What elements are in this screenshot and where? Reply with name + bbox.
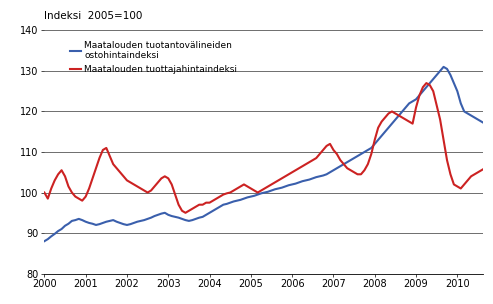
Text: Indeksi  2005=100: Indeksi 2005=100: [44, 11, 143, 21]
Legend: Maatalouden tuotantovälineiden
ostohintaindeksi, Maatalouden tuottajahintaindeks: Maatalouden tuotantovälineiden ostohinta…: [67, 37, 241, 78]
